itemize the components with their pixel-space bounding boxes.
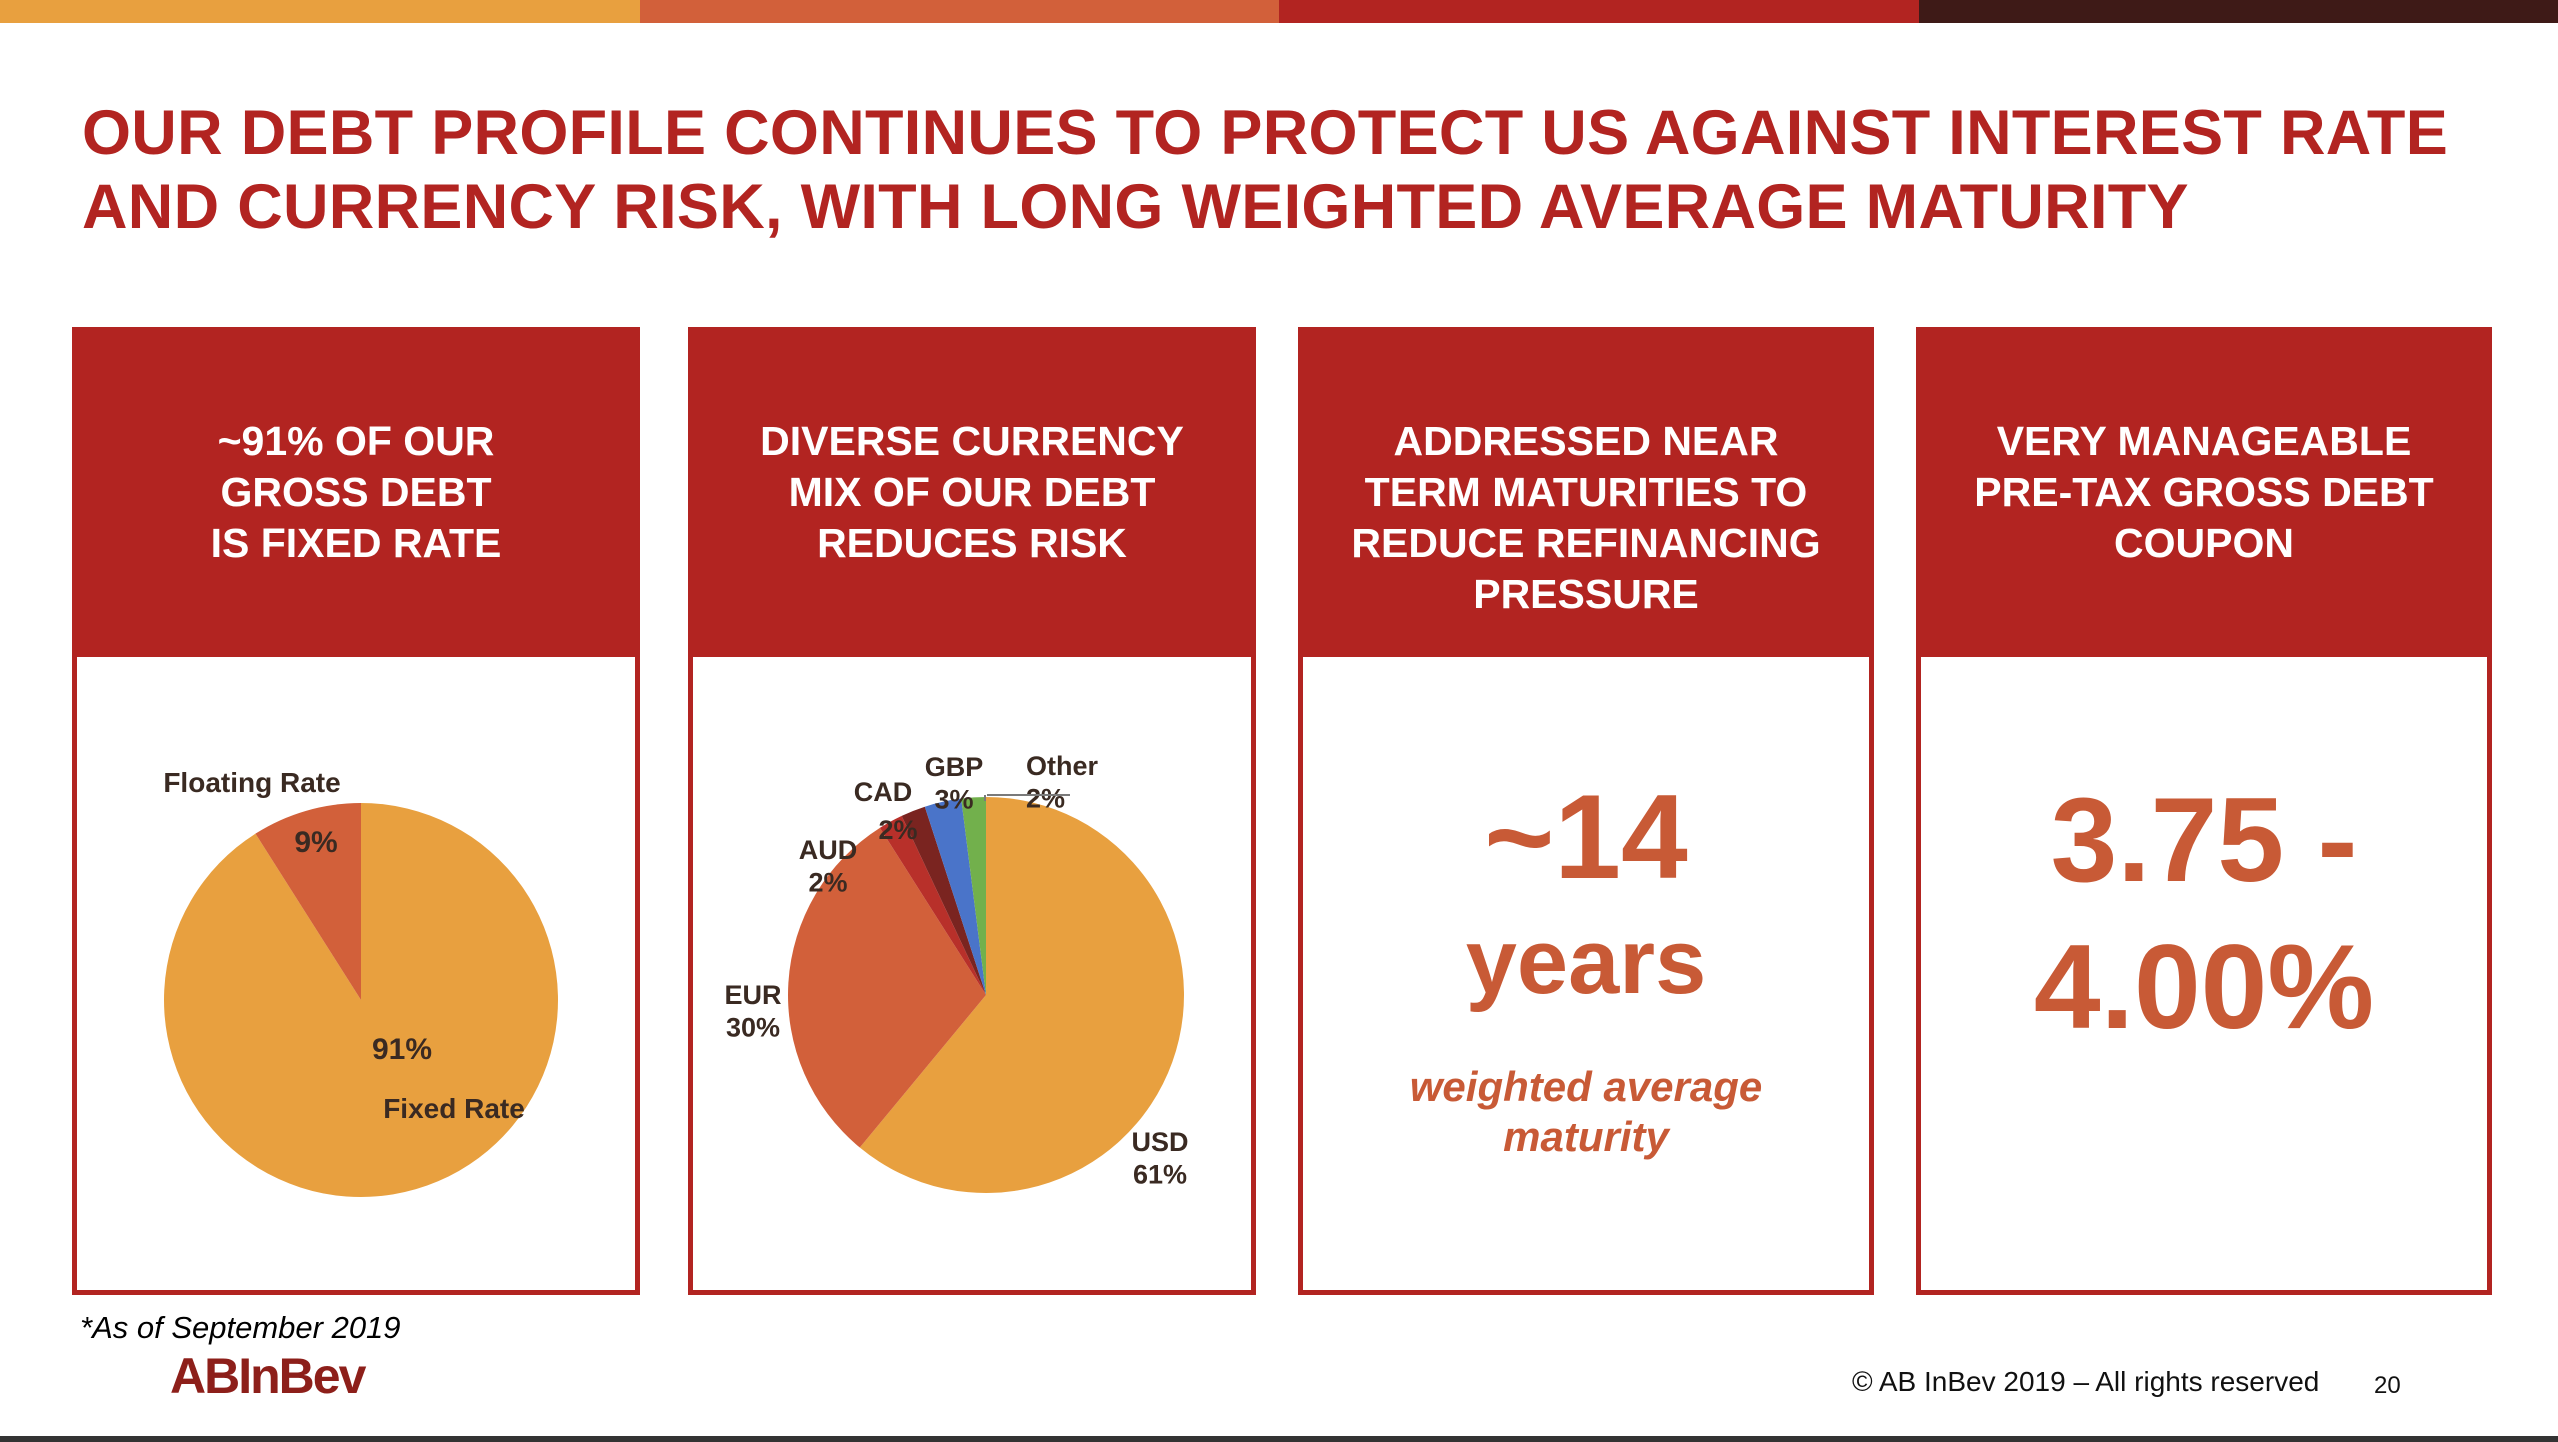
page-number: 20 xyxy=(2374,1372,2401,1399)
panel-body: USD 61% EUR 30% AUD 2% CAD 2% GBP 3% Other 2% xyxy=(693,657,1251,1290)
coupon-range-line-1: 3.75 - xyxy=(2050,773,2358,907)
eur-label-line: 30% xyxy=(726,1012,780,1042)
top-bar-segment-4 xyxy=(1918,0,2558,23)
panel-currency-mix: DIVERSE CURRENCY MIX OF OUR DEBT REDUCES… xyxy=(688,327,1256,1295)
cad-label-line: CAD xyxy=(854,777,913,807)
ab-inbev-logo: ABInBev xyxy=(170,1347,366,1405)
panel-heading: ADDRESSED NEAR TERM MATURITIES TO REDUCE… xyxy=(1303,332,1869,657)
eur-label: EUR 30% xyxy=(724,980,781,1042)
gbp-label-line: GBP xyxy=(925,752,984,782)
pie-slice-other xyxy=(961,797,986,995)
maturity-unit: years xyxy=(1465,911,1707,1013)
other-label: Other 2% xyxy=(1026,751,1099,813)
floating-rate-pct-line: 9% xyxy=(294,826,337,859)
panel-body: ~14 years weighted average maturity xyxy=(1303,657,1869,1290)
panel-body: 3.75 - 4.00% xyxy=(1921,657,2487,1290)
gbp-label: GBP 3% xyxy=(925,752,984,814)
floating-rate-label: Floating Rate xyxy=(163,767,340,798)
logo-part-2: InBev xyxy=(238,1348,366,1404)
fixed-rate-pct: 91% xyxy=(372,1033,432,1066)
pie-slice-gbp xyxy=(924,798,986,995)
pie-slice-usd xyxy=(859,797,1184,1193)
usd-label: USD 61% xyxy=(1131,1127,1188,1189)
maturity-caption: weighted average maturity xyxy=(1409,1063,1763,1160)
pie-slice-eur xyxy=(788,827,986,1148)
top-bar-segment-2 xyxy=(639,0,1279,23)
cad-label: CAD xyxy=(854,777,913,807)
logo-part-1: AB xyxy=(170,1348,240,1404)
other-label-line: 2% xyxy=(1026,783,1065,813)
cad-pct: 2% xyxy=(878,815,917,845)
aud-label-line: AUD xyxy=(799,835,858,865)
panel-body: Floating Rate 9% 91% Fixed Rate xyxy=(77,657,635,1290)
cad-pct-line: 2% xyxy=(878,815,917,845)
coupon-range-line-2: 4.00% xyxy=(2033,920,2375,1054)
panel-heading: ~91% OF OUR GROSS DEBT IS FIXED RATE xyxy=(77,332,635,657)
panel-maturity: ADDRESSED NEAR TERM MATURITIES TO REDUCE… xyxy=(1298,327,1874,1295)
top-bar-segment-3 xyxy=(1279,0,1919,23)
pie-slice-aud xyxy=(879,815,986,995)
eur-label-line: EUR xyxy=(724,980,781,1010)
maturity-value: ~14 xyxy=(1484,770,1688,904)
bottom-border xyxy=(0,1436,2558,1442)
fixed-rate-pct-line: 91% xyxy=(372,1033,432,1066)
top-color-bar xyxy=(0,0,2558,23)
aud-label-line: 2% xyxy=(808,867,847,897)
floating-rate-label-line: Floating Rate xyxy=(163,767,340,798)
top-bar-segment-1 xyxy=(0,0,640,23)
aud-label: AUD 2% xyxy=(799,835,858,897)
copyright: © AB InBev 2019 – All rights reserved xyxy=(1852,1366,2320,1397)
gbp-label-line: 3% xyxy=(934,784,973,814)
footnote: *As of September 2019 xyxy=(80,1310,401,1345)
panel-coupon: VERY MANAGEABLE PRE-TAX GROSS DEBT COUPO… xyxy=(1916,327,2492,1295)
fixed-rate-label-line: Fixed Rate xyxy=(383,1093,525,1124)
pie-slice-floating-rate xyxy=(255,803,361,1000)
pie-slice-cad xyxy=(901,806,986,995)
floating-rate-pct: 9% xyxy=(294,826,337,859)
usd-label-line: 61% xyxy=(1133,1159,1187,1189)
other-label-line: Other xyxy=(1026,751,1099,781)
panel-heading: DIVERSE CURRENCY MIX OF OUR DEBT REDUCES… xyxy=(693,332,1251,657)
fixed-rate-label: Fixed Rate xyxy=(383,1093,525,1124)
panel-fixed-rate: ~91% OF OUR GROSS DEBT IS FIXED RATE Flo… xyxy=(72,327,640,1295)
slide-title: OUR DEBT PROFILE CONTINUES TO PROTECT US… xyxy=(82,98,2449,242)
fixed-floating-pie-chart: Floating Rate 9% 91% Fixed Rate xyxy=(163,767,558,1197)
panel-heading: VERY MANAGEABLE PRE-TAX GROSS DEBT COUPO… xyxy=(1921,332,2487,657)
usd-label-line: USD xyxy=(1131,1127,1188,1157)
